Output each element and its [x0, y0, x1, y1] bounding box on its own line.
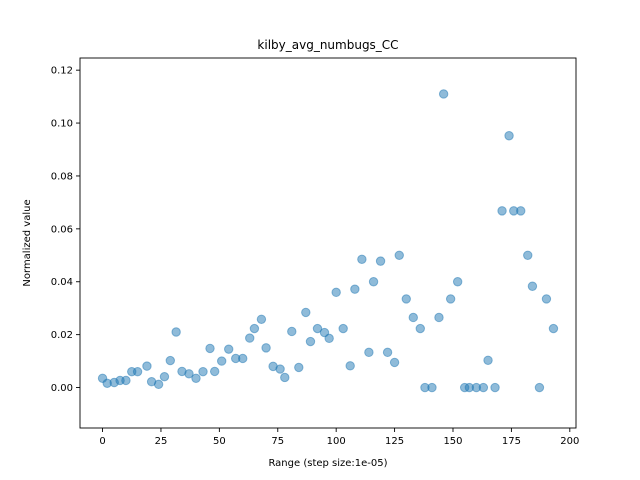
data-point — [427, 382, 437, 393]
data-point — [256, 314, 267, 325]
x-tick-label: 150 — [443, 436, 462, 447]
data-point — [171, 327, 181, 337]
data-point — [527, 281, 538, 291]
x-tick-label: 100 — [327, 436, 346, 447]
data-point — [368, 277, 379, 287]
data-point — [249, 323, 260, 334]
data-point — [287, 326, 297, 337]
x-tick-label: 75 — [271, 436, 284, 447]
x-tick-label: 25 — [155, 436, 168, 447]
data-point — [121, 375, 131, 386]
data-point — [445, 294, 456, 304]
data-point — [408, 312, 418, 323]
data-point — [497, 206, 507, 216]
x-axis-label: Range (step size:1e-05) — [268, 458, 387, 469]
data-point — [324, 333, 334, 344]
data-point — [184, 369, 194, 379]
points-layer — [97, 89, 559, 393]
data-point — [132, 366, 143, 377]
x-tick-label: 0 — [99, 436, 105, 447]
y-tick-label: 0.06 — [51, 224, 73, 235]
data-point — [452, 277, 463, 287]
data-point — [280, 372, 290, 383]
data-point — [364, 347, 374, 358]
y-tick-label: 0.02 — [51, 330, 73, 341]
data-point — [165, 355, 175, 366]
y-axis-label: Normalized value — [22, 199, 33, 286]
data-point — [394, 250, 404, 260]
data-point — [415, 323, 425, 334]
x-tick-label: 200 — [560, 436, 579, 447]
data-point — [504, 131, 514, 141]
data-point — [245, 333, 255, 343]
data-point — [331, 287, 341, 298]
data-point — [483, 355, 493, 365]
data-point — [382, 347, 393, 358]
data-point — [312, 323, 323, 334]
data-point — [401, 294, 411, 304]
data-point — [345, 361, 355, 371]
data-point — [350, 284, 360, 294]
data-point — [541, 294, 552, 304]
y-tick-label: 0.00 — [51, 383, 73, 394]
data-point — [534, 382, 545, 393]
data-point — [548, 323, 559, 334]
x-axis-ticks: 0 25 50 75 100 125 150 175 200 — [99, 428, 579, 447]
data-point — [224, 344, 234, 354]
data-point — [438, 89, 449, 99]
data-point — [434, 312, 444, 323]
y-tick-label: 0.10 — [51, 119, 73, 130]
y-tick-label: 0.08 — [51, 171, 73, 182]
data-point — [301, 307, 311, 318]
x-tick-label: 175 — [502, 436, 521, 447]
data-point — [205, 343, 215, 354]
chart-title: kilby_avg_numbugs_CC — [257, 38, 398, 52]
data-point — [375, 256, 386, 266]
data-point — [159, 371, 170, 382]
data-point — [153, 379, 164, 390]
data-point — [142, 361, 152, 371]
data-point — [389, 357, 400, 368]
plot-area-frame — [79, 57, 577, 429]
data-point — [516, 206, 526, 216]
data-point — [216, 356, 227, 366]
x-tick-label: 50 — [213, 436, 226, 447]
data-point — [209, 366, 220, 377]
y-tick-label: 0.12 — [51, 66, 73, 77]
data-point — [275, 364, 285, 374]
x-tick-label: 125 — [385, 436, 404, 447]
data-point — [261, 343, 271, 353]
data-point — [357, 254, 367, 264]
data-point — [305, 336, 316, 347]
data-point — [198, 366, 208, 377]
data-point — [338, 323, 348, 334]
data-point — [490, 382, 500, 393]
y-axis-ticks: 0.00 0.02 0.04 0.06 0.08 0.10 0.12 — [51, 66, 80, 394]
data-point — [238, 353, 248, 364]
data-point — [523, 250, 533, 260]
data-point — [294, 362, 304, 373]
data-point — [478, 382, 489, 393]
y-tick-label: 0.04 — [51, 277, 73, 288]
data-point — [191, 373, 201, 383]
